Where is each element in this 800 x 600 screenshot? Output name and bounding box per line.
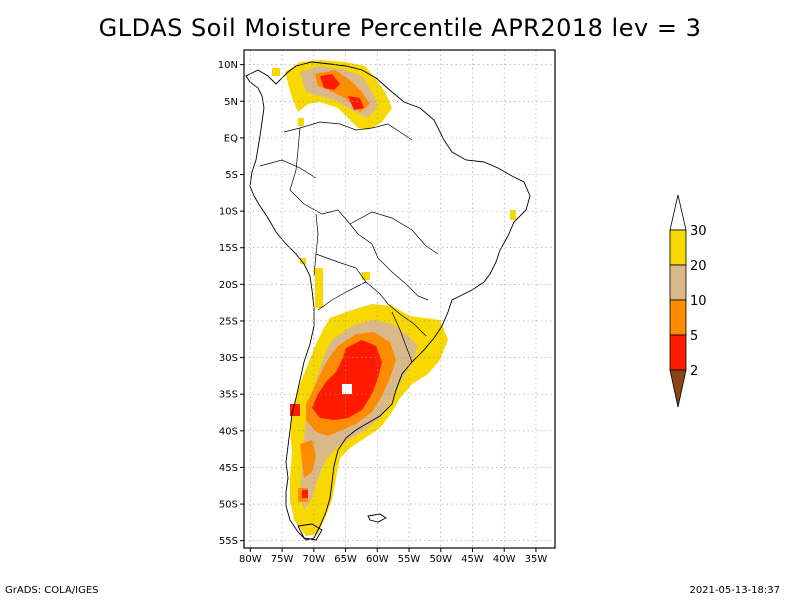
colorbar-segment-20 bbox=[669, 264, 687, 301]
field-south-red bbox=[312, 340, 382, 420]
colorbar-label-2: 2 bbox=[690, 364, 698, 379]
lon-tick-label: 40W bbox=[493, 554, 516, 565]
lon-tick-label: 70W bbox=[303, 554, 326, 565]
colorbar-label-20: 20 bbox=[690, 259, 707, 274]
lat-tick-label: 5N bbox=[224, 97, 238, 108]
lat-tick-label: 15S bbox=[219, 243, 238, 254]
lat-tick-label: 10S bbox=[219, 207, 238, 218]
lon-tick-label: 65W bbox=[334, 554, 357, 565]
lat-tick-label: 25S bbox=[219, 316, 238, 327]
field-south-white-spot bbox=[342, 384, 352, 394]
field-patagonia-orange bbox=[298, 440, 316, 502]
field-north-red-2 bbox=[348, 96, 364, 110]
tierra-del-fuego bbox=[297, 523, 323, 541]
lat-tick-label: 50S bbox=[219, 500, 238, 511]
lat-tick-label: 30S bbox=[219, 353, 238, 364]
lon-tick-label: 45W bbox=[461, 554, 484, 565]
lat-tick-label: 10N bbox=[218, 60, 238, 71]
colorbar-label-10: 10 bbox=[690, 294, 707, 309]
colorbar-segment-30 bbox=[669, 229, 687, 266]
lat-tick-label: 5S bbox=[225, 170, 238, 181]
lat-tick-label: 40S bbox=[219, 426, 238, 437]
lat-tick-label: 45S bbox=[219, 463, 238, 474]
colorbar-segment-10 bbox=[669, 299, 687, 336]
lon-tick-label: 55W bbox=[398, 554, 421, 565]
graticule bbox=[244, 50, 555, 548]
colorbar-label-30: 30 bbox=[690, 224, 707, 239]
field-scatter-yellow bbox=[272, 68, 516, 308]
longitude-labels: 80W 75W 70W 65W 60W 55W 50W 45W 40W 35W bbox=[239, 548, 547, 565]
country-borders bbox=[259, 121, 439, 363]
lon-tick-label: 75W bbox=[271, 554, 294, 565]
footer-timestamp: 2021-05-13-18:37 bbox=[689, 585, 780, 596]
lat-tick-label: 20S bbox=[219, 280, 238, 291]
colorbar-top-arrow bbox=[669, 194, 687, 231]
colorbar-bottom-arrow bbox=[669, 369, 687, 408]
lat-tick-label: 55S bbox=[219, 536, 238, 547]
continent-outline bbox=[245, 61, 531, 541]
colorbar: 30 20 10 5 2 bbox=[669, 194, 707, 408]
lon-tick-label: 60W bbox=[366, 554, 389, 565]
colorbar-label-5: 5 bbox=[690, 329, 698, 344]
lon-tick-label: 50W bbox=[429, 554, 452, 565]
soil-moisture-field bbox=[272, 60, 516, 536]
lon-tick-label: 35W bbox=[525, 554, 548, 565]
lon-tick-label: 80W bbox=[239, 554, 262, 565]
footer-credit: GrADS: COLA/IGES bbox=[5, 585, 99, 596]
colorbar-segment-5 bbox=[669, 334, 687, 371]
map-title: GLDAS Soil Moisture Percentile APR2018 l… bbox=[98, 14, 702, 42]
coastline bbox=[245, 61, 531, 541]
plot-frame bbox=[243, 49, 556, 549]
falklands bbox=[367, 513, 387, 523]
field-north-red bbox=[320, 74, 340, 90]
lat-tick-label: EQ bbox=[224, 133, 238, 144]
lat-tick-label: 35S bbox=[219, 390, 238, 401]
latitude-labels: 10N 5N EQ 5S 10S 15S 20S 25S 30S 35S 40S 45S 50S 55S bbox=[218, 60, 244, 547]
